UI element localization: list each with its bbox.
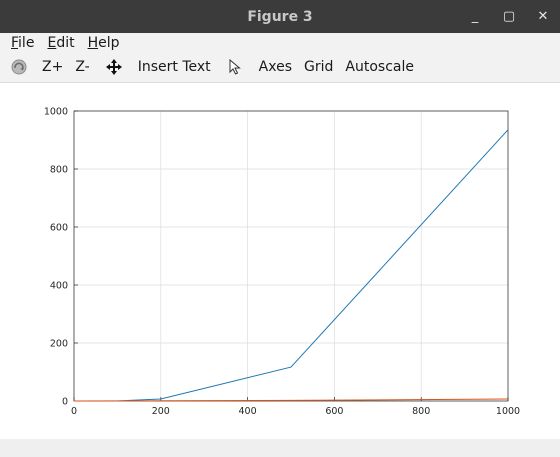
x-tick-label: 200	[152, 406, 170, 417]
zoom-out-button[interactable]: Z-	[75, 59, 90, 75]
maximize-button[interactable]: ▢	[502, 9, 516, 24]
grid-lines	[73, 110, 509, 402]
axes-box	[73, 110, 509, 402]
x-tick-label: 0	[71, 406, 77, 417]
rotate-icon	[11, 59, 27, 75]
move-arrows-icon	[105, 59, 122, 75]
y-tick-label: 1000	[44, 107, 68, 118]
window-controls: _ ▢ ✕	[458, 0, 560, 33]
y-tick-label: 600	[50, 223, 68, 234]
menu-edit[interactable]: Edit	[47, 34, 75, 51]
close-button[interactable]: ✕	[537, 9, 549, 24]
x-tick-label: 800	[412, 406, 430, 417]
rotate-tool-button[interactable]	[0, 52, 36, 82]
grid-button[interactable]: Grid	[304, 59, 334, 75]
minimize-button[interactable]: _	[471, 9, 479, 24]
window-titlebar: Figure 3 _ ▢ ✕	[0, 0, 560, 33]
x-tick-label: 400	[239, 406, 257, 417]
insert-text-button[interactable]: Insert Text	[137, 59, 211, 75]
axis-ticks: 0 200 400 600 800 1000 0 200 400 600 800 1000	[44, 107, 520, 418]
y-tick-label: 400	[50, 281, 68, 292]
pan-tool-button[interactable]	[96, 52, 132, 82]
window-title: Figure 3	[247, 8, 313, 25]
y-tick-label: 0	[62, 397, 68, 408]
autoscale-button[interactable]: Autoscale	[345, 59, 414, 75]
zoom-in-button[interactable]: Z+	[42, 59, 64, 75]
menubar: File Edit Help	[0, 33, 560, 52]
plot-canvas[interactable]: 0 200 400 600 800 1000 0 200 400 600 800 1000	[0, 83, 560, 439]
y-tick-label: 800	[50, 165, 68, 176]
line-chart: 0 200 400 600 800 1000 0 200 400 600 800 1000	[44, 107, 520, 418]
axes-button[interactable]: Axes	[258, 59, 292, 75]
y-tick-label: 200	[50, 339, 68, 350]
menu-file[interactable]: File	[11, 34, 35, 51]
series-line-1	[74, 129, 509, 402]
cursor-arrow-icon	[229, 59, 241, 75]
figure-toolbar: Z+ Z- Insert Text Axes Grid Autoscale	[0, 52, 560, 83]
x-tick-label: 600	[325, 406, 343, 417]
select-tool-button[interactable]	[217, 52, 253, 82]
series-line-2	[73, 398, 509, 402]
status-bar	[0, 439, 560, 457]
series-lines	[73, 129, 509, 402]
menu-help[interactable]: Help	[87, 34, 120, 51]
x-tick-label: 1000	[496, 406, 520, 417]
